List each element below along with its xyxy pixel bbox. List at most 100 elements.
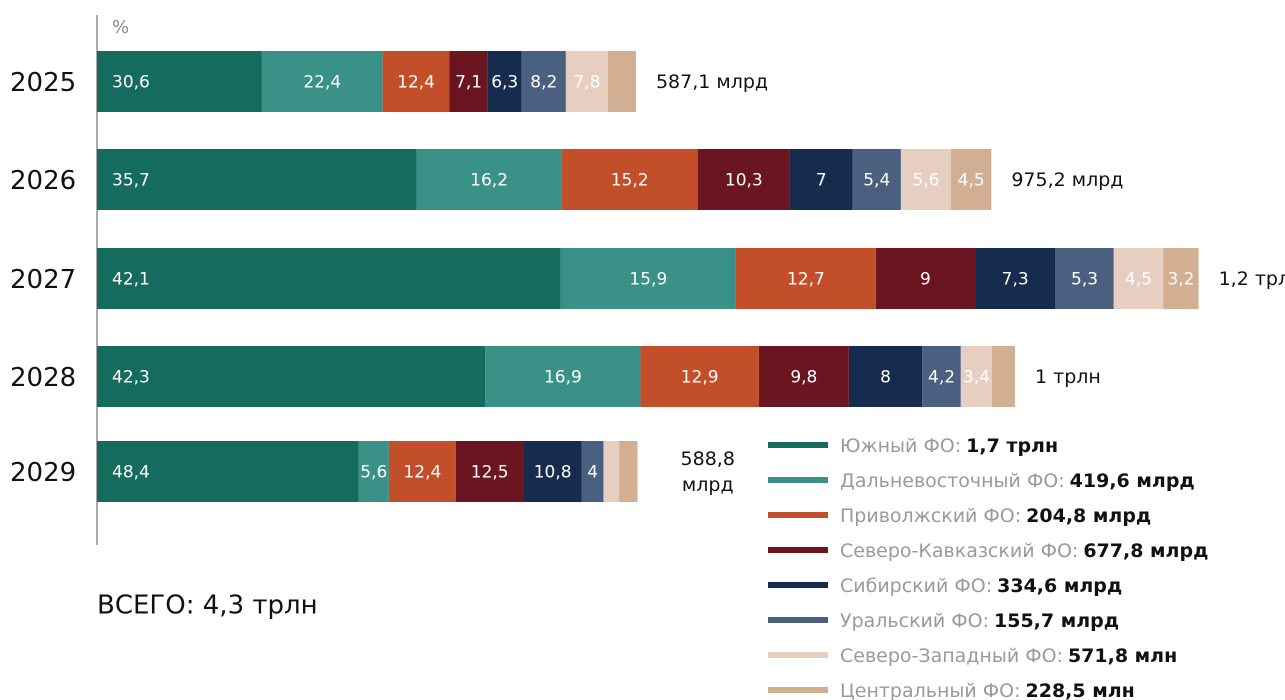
data-label: 9,8 [790, 368, 817, 388]
total-label: ВСЕГО: 4,3 трлн [97, 591, 318, 621]
legend-entry: Сибирский ФО: 334,6 млрд [840, 575, 1122, 597]
data-label: 12,9 [681, 368, 719, 388]
legend-name: Приволжский ФО: [840, 505, 1021, 527]
bar-segment [1163, 248, 1199, 309]
bar-segment [960, 346, 993, 407]
legend-swatch [768, 477, 828, 483]
bar-segment [523, 441, 582, 502]
legend-swatch [768, 547, 828, 553]
bar-segment [449, 51, 488, 112]
bar-segment [358, 441, 389, 502]
bar-segment [735, 248, 876, 309]
bar-segment [485, 346, 641, 407]
bar-segment [974, 248, 1056, 309]
bar-segment [97, 149, 417, 210]
data-label: 10,3 [725, 171, 763, 191]
legend-value: 1,7 трлн [966, 435, 1058, 457]
data-label: 12,4 [397, 73, 435, 93]
data-label: 12,7 [787, 270, 825, 290]
data-label: 5,3 [1071, 270, 1098, 290]
data-label: 4,5 [1125, 270, 1152, 290]
legend-swatch [768, 512, 828, 518]
data-label: 6,3 [491, 73, 518, 93]
bar-segment [603, 441, 620, 502]
legend-entry: Северо-Западный ФО: 571,8 млн [840, 645, 1177, 667]
bar-segment [619, 441, 638, 502]
bar-segment [951, 149, 992, 210]
bar-total-label: 975,2 млрд [1011, 168, 1124, 191]
data-label: 30,6 [112, 73, 150, 93]
data-label: 35,7 [112, 171, 150, 191]
data-label: 12,4 [403, 463, 441, 483]
data-label: 16,9 [544, 368, 582, 388]
data-label: 15,9 [629, 270, 667, 290]
y-tick-label: 2026 [10, 166, 76, 196]
bar-total-label: 1 трлн [1035, 365, 1101, 388]
bar-segment [521, 51, 566, 112]
bar-segment [97, 441, 359, 502]
legend-entry: Дальневосточный ФО: 419,6 млрд [840, 470, 1195, 492]
data-label: 8 [880, 368, 891, 388]
bar-segment [487, 51, 522, 112]
bar-segment [97, 248, 561, 309]
bar-segment [581, 441, 604, 502]
bar-segment [992, 346, 1015, 407]
legend-swatch [768, 652, 828, 658]
legend-name: Уральский ФО: [840, 610, 989, 632]
legend-name: Дальневосточный ФО: [840, 470, 1065, 492]
bar-segment [97, 51, 262, 112]
data-label: 8,2 [530, 73, 557, 93]
legend-value: 155,7 млрд [994, 610, 1119, 632]
data-label: 5,4 [863, 171, 890, 191]
legend-entry: Приволжский ФО: 204,8 млрд [840, 505, 1151, 527]
data-label: 7,8 [573, 73, 600, 93]
legend-swatch [768, 442, 828, 448]
data-label: 48,4 [112, 463, 150, 483]
data-label: 5,6 [360, 463, 387, 483]
y-tick-label: 2025 [10, 68, 76, 98]
bar-segment [455, 441, 524, 502]
bar-segment [388, 441, 456, 502]
data-label: 5,6 [912, 171, 939, 191]
bar-segment [560, 248, 736, 309]
bar-segment [900, 149, 952, 210]
data-label: 7,1 [455, 73, 482, 93]
data-label: 3,2 [1167, 270, 1194, 290]
legend-name: Сибирский ФО: [840, 575, 992, 597]
bar-total-label: 587,1 млрд [655, 70, 769, 93]
bar-segment [697, 149, 790, 210]
y-tick-label: 2029 [10, 458, 76, 488]
bar-segment [789, 149, 853, 210]
bar-segment [848, 346, 923, 407]
legend-swatch [768, 617, 828, 623]
legend-value: 204,8 млрд [1026, 505, 1151, 527]
legend-value: 571,8 млн [1068, 645, 1177, 667]
y-tick-label: 2027 [10, 265, 76, 295]
legend-name: Северо-Кавказский ФО: [840, 540, 1078, 562]
bar-segment [852, 149, 901, 210]
data-label: 10,8 [534, 463, 572, 483]
legend-name: Северо-Западный ФО: [840, 645, 1063, 667]
bar-segment [1055, 248, 1114, 309]
bar-segment [640, 346, 759, 407]
legend-entry: Уральский ФО: 155,7 млрд [840, 610, 1119, 632]
data-label: 4,2 [928, 368, 955, 388]
bar-segment [261, 51, 383, 112]
data-label: 42,3 [112, 368, 150, 388]
bar-segment [416, 149, 562, 210]
legend-entry: Южный ФО: 1,7 трлн [840, 435, 1058, 457]
legend-entry: Центральный ФО: 228,5 млн [840, 680, 1135, 700]
data-label: 4 [587, 463, 598, 483]
data-label: 22,4 [303, 73, 341, 93]
legend-swatch [768, 687, 828, 693]
data-label: 9 [920, 270, 931, 290]
bar-segment [607, 51, 636, 112]
legend-value: 677,8 млрд [1083, 540, 1208, 562]
bar-segment [382, 51, 450, 112]
data-label: 15,2 [611, 171, 649, 191]
data-label: 3,4 [963, 368, 990, 388]
legend-name: Центральный ФО: [840, 680, 1021, 700]
data-label: 7,3 [1002, 270, 1029, 290]
bar-segment [1113, 248, 1164, 309]
